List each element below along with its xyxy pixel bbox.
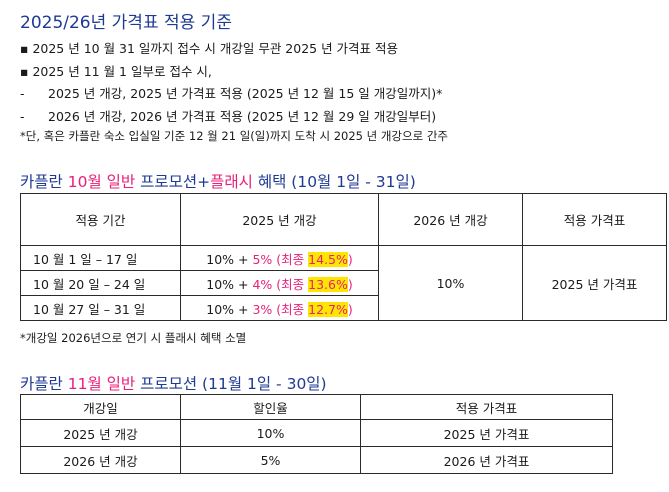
dash-marker: - (20, 109, 25, 124)
base-rate: 10% + (206, 276, 253, 292)
base-rate: 10% + (206, 251, 253, 267)
rule-footnote: *단, 혹은 카플란 숙소 입실일 기준 12 월 21 일(일)까지 도착 시… (20, 129, 448, 143)
discount-cell: 5% (180, 446, 361, 474)
base-rate: 10% + (206, 301, 253, 317)
price-table-cell: 2026 년 가격표 (360, 446, 613, 474)
period-cell: 10 월 20 일 – 24 일 (20, 270, 181, 296)
column-header: 2025 년 개강 (180, 193, 379, 246)
rule-line-3-text: 2025 년 개강, 2025 년 가격표 적용 (2025 년 12 월 15… (48, 86, 443, 101)
close-paren: ) (347, 301, 353, 317)
title-part: 프로모션 (11월 1일 - 30일) (135, 375, 327, 393)
table-header-row: 적용 기간 2025 년 개강 2026 년 개강 적용 가격표 (20, 193, 667, 246)
october-promo-table: 적용 기간 2025 년 개강 2026 년 개강 적용 가격표 10 월 1 … (20, 193, 667, 321)
title-part: 카플란 (20, 173, 68, 191)
title-part: 11월 일반 (67, 375, 136, 393)
october-promo-title: 카플란 10월 일반 프로모션+플래시 혜택 (10월 1일 - 31일) (20, 170, 416, 192)
column-header: 적용 가격표 (522, 193, 667, 246)
dash-marker: - (20, 86, 25, 101)
price-table-cell: 2025 년 가격표 (360, 419, 613, 447)
table-row: 2025 년 개강 10% 2025 년 가격표 (20, 419, 613, 447)
title-part: 플래시 (210, 173, 253, 191)
price-table-cell: 2025 년 가격표 (522, 245, 667, 321)
column-header: 개강일 (20, 394, 181, 420)
flash-note: *개강일 2026년으로 연기 시 플래시 혜택 소멸 (20, 331, 247, 345)
table-row: 10 월 1 일 – 17 일 10% + 5% (최종 14.5%) 10% … (20, 245, 667, 321)
page-title: 2025/26년 가격표 적용 기준 (20, 13, 232, 33)
discount-cell: 10% + 4% (최종 13.6%) (180, 270, 379, 296)
table-row: 2026 년 개강 5% 2026 년 가격표 (20, 446, 613, 474)
rate-2026-cell: 10% (378, 245, 523, 321)
rule-line-4: - 2026 년 개강, 2026 년 가격표 적용 (2025 년 12 월 2… (20, 106, 436, 125)
rule-line-1: ▪ 2025 년 10 월 31 일까지 접수 시 개강일 무관 2025 년 … (20, 41, 399, 56)
title-part: 혜택 (10월 1일 - 31일) (252, 173, 416, 191)
column-header: 할인율 (180, 394, 361, 420)
table-header-row: 개강일 할인율 적용 가격표 (20, 394, 613, 420)
close-paren: ) (347, 251, 353, 267)
discount-cell: 10% (180, 419, 361, 447)
november-promo-table: 개강일 할인율 적용 가격표 2025 년 개강 10% 2025 년 가격표 … (20, 394, 613, 474)
rule-line-4-text: 2026 년 개강, 2026 년 가격표 적용 (2025 년 12 월 29… (48, 109, 437, 124)
final-rate: 13.6% (308, 276, 348, 292)
november-promo-title: 카플란 11월 일반 프로모션 (11월 1일 - 30일) (20, 372, 327, 394)
title-part: 프로모션+ (135, 173, 211, 191)
final-rate: 14.5% (308, 251, 348, 267)
close-paren: ) (347, 276, 353, 292)
discount-cell: 10% + 5% (최종 14.5%) (180, 245, 379, 271)
column-header: 적용 가격표 (360, 394, 613, 420)
flash-rate: 4% (최종 (252, 276, 309, 292)
rule-line-3: - 2025 년 개강, 2025 년 가격표 적용 (2025 년 12 월 1… (20, 83, 442, 102)
column-header: 2026 년 개강 (378, 193, 523, 246)
final-rate: 12.7% (308, 301, 348, 317)
title-part: 10월 일반 (67, 173, 136, 191)
title-part: 카플란 (20, 375, 68, 393)
table-row: 10 월 27 일 – 31 일 10% + 3% (최종 12.7%) (20, 295, 667, 321)
column-header: 적용 기간 (20, 193, 181, 246)
flash-rate: 3% (최종 (252, 301, 309, 317)
start-cell: 2025 년 개강 (20, 419, 181, 447)
start-cell: 2026 년 개강 (20, 446, 181, 474)
table-row: 10 월 20 일 – 24 일 10% + 4% (최종 13.6%) (20, 270, 667, 296)
flash-rate: 5% (최종 (252, 251, 309, 267)
discount-cell: 10% + 3% (최종 12.7%) (180, 295, 379, 321)
period-cell: 10 월 27 일 – 31 일 (20, 295, 181, 321)
rule-line-2: ▪ 2025 년 11 월 1 일부로 접수 시, (20, 64, 212, 79)
period-cell: 10 월 1 일 – 17 일 (20, 245, 181, 271)
